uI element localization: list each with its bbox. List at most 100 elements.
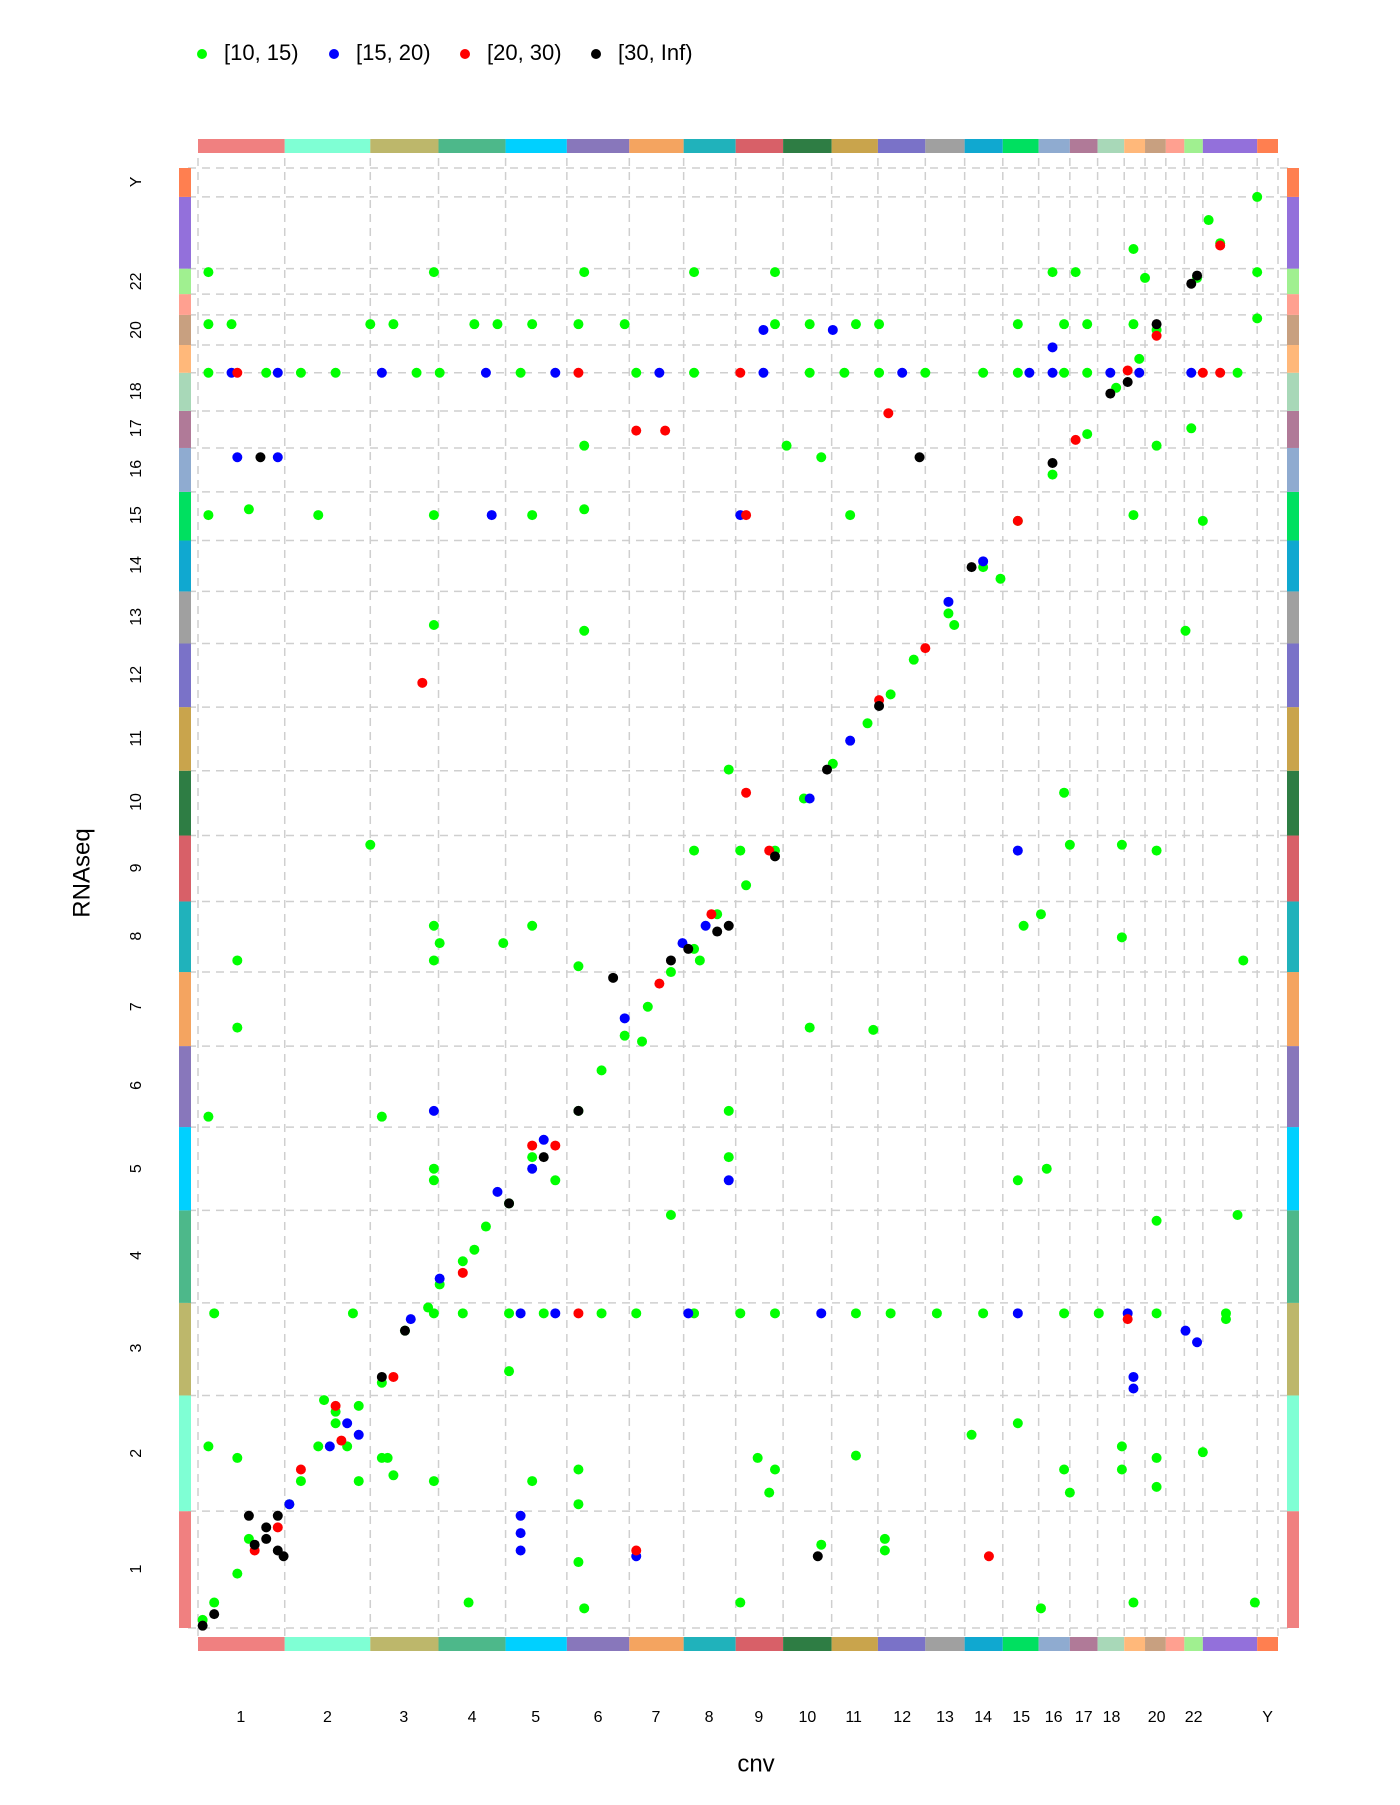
legend-label: [15, 20): [356, 40, 431, 65]
point: [735, 845, 746, 856]
point: [405, 1314, 416, 1325]
point: [642, 1001, 653, 1012]
point: [353, 1476, 364, 1487]
chromosome-bar: [566, 139, 630, 153]
y-tick-label: 6: [128, 1081, 145, 1090]
point: [261, 1533, 272, 1544]
point: [804, 1022, 815, 1033]
point: [1012, 319, 1023, 330]
point: [469, 319, 480, 330]
point: [388, 1470, 399, 1481]
point: [428, 1163, 439, 1174]
point: [209, 1308, 220, 1319]
y-tick-label: 11: [128, 730, 145, 747]
point: [1215, 367, 1226, 378]
point: [995, 573, 1006, 584]
point: [1220, 1314, 1231, 1325]
y-tick-label: 4: [128, 1251, 145, 1260]
point: [689, 267, 700, 278]
x-tick-label: Y: [1262, 1709, 1273, 1726]
point: [631, 1308, 642, 1319]
point: [388, 319, 399, 330]
chromosome-bar: [1287, 294, 1299, 315]
point: [1082, 367, 1093, 378]
point: [1192, 270, 1203, 281]
chromosome-bar: [1287, 1046, 1299, 1128]
x-tick-label: 13: [936, 1709, 954, 1726]
point: [579, 625, 590, 636]
chromosome-bar: [179, 1302, 191, 1396]
chromosome-bar: [1287, 1511, 1299, 1628]
chromosome-bar: [505, 139, 567, 153]
point: [1197, 367, 1208, 378]
chromosome-bar: [179, 268, 191, 295]
y-tick-label: 15: [128, 506, 145, 524]
point: [1035, 1603, 1046, 1614]
chromosome-bar: [179, 707, 191, 771]
point: [579, 440, 590, 451]
chromosome-bar: [179, 410, 191, 448]
point: [1122, 365, 1133, 376]
chromosome-bar: [1287, 540, 1299, 592]
chromosome-bar: [284, 139, 371, 153]
point: [209, 1609, 220, 1620]
chromosome-bar: [877, 1637, 926, 1651]
chromosome-bar: [1287, 268, 1299, 295]
point: [469, 1244, 480, 1255]
point: [249, 1539, 260, 1550]
point: [1186, 423, 1197, 434]
y-tick-label: Y: [128, 176, 145, 187]
chromosome-bar: [198, 139, 285, 153]
chromosome-bar: [179, 1511, 191, 1628]
point: [376, 1371, 387, 1382]
point: [255, 452, 266, 463]
point: [295, 1464, 306, 1475]
point: [764, 1487, 775, 1498]
point: [1018, 920, 1029, 931]
chromosome-bar: [179, 972, 191, 1047]
chromosome-bar: [179, 294, 191, 315]
point: [428, 267, 439, 278]
point: [1128, 319, 1139, 330]
point: [203, 1441, 214, 1452]
point: [723, 1105, 734, 1116]
point: [949, 619, 960, 630]
point: [1047, 458, 1058, 469]
point: [1116, 839, 1127, 850]
point: [619, 1013, 630, 1024]
point: [770, 1308, 781, 1319]
chromosome-bar: [683, 139, 736, 153]
point: [816, 1308, 827, 1319]
y-tick-label: 3: [128, 1343, 145, 1352]
x-tick-label: 18: [1103, 1709, 1121, 1726]
point: [1252, 191, 1263, 202]
chromosome-bar: [1069, 139, 1098, 153]
point: [232, 452, 243, 463]
point: [770, 267, 781, 278]
chromosome-bar: [1287, 901, 1299, 973]
chromosome-bar: [179, 345, 191, 373]
point: [978, 556, 989, 567]
chromosome-bar: [1287, 1127, 1299, 1211]
point: [1134, 367, 1145, 378]
point: [261, 367, 272, 378]
point: [683, 1308, 694, 1319]
point: [608, 972, 619, 983]
point: [816, 452, 827, 463]
point: [319, 1395, 330, 1406]
chromosome-bar: [1202, 1637, 1258, 1651]
point: [885, 689, 896, 700]
chromosome-bar: [1097, 139, 1125, 153]
point: [735, 1308, 746, 1319]
point: [232, 1022, 243, 1033]
point: [330, 1400, 341, 1411]
point: [683, 943, 694, 954]
point: [428, 1476, 439, 1487]
chromosome-bar: [1124, 139, 1146, 153]
point: [978, 1308, 989, 1319]
point: [874, 319, 885, 330]
y-tick-label: 18: [128, 382, 145, 400]
chromosome-bar: [1287, 410, 1299, 448]
point: [579, 504, 590, 515]
